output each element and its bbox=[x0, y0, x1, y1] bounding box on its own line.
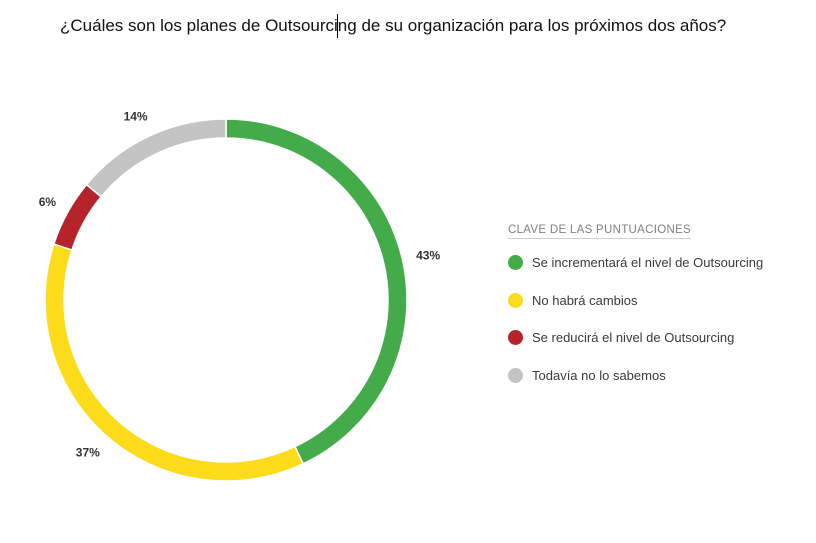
donut-slice-3 bbox=[85, 118, 227, 198]
donut-slice-0 bbox=[225, 118, 408, 465]
slice-label-2: 6% bbox=[39, 195, 57, 209]
legend-item-1: No habrá cambios bbox=[508, 291, 763, 310]
legend-label-0: Se incrementará el nivel de Outsourcing bbox=[532, 255, 764, 270]
legend-item-0: Se incrementará el nivel de Outsourcing bbox=[508, 253, 763, 272]
donut-slice-2 bbox=[52, 183, 103, 251]
legend: CLAVE DE LAS PUNTUACIONES Se incrementar… bbox=[508, 220, 763, 403]
legend-item-2: Se reducirá el nivel de Outsourcing bbox=[508, 328, 763, 347]
legend-swatch-0 bbox=[508, 255, 523, 270]
legend-swatch-1 bbox=[508, 292, 523, 308]
chart-question-title: ¿Cuáles son los planes de Outsourcing de… bbox=[60, 16, 727, 35]
slice-label-3: 14% bbox=[124, 109, 148, 123]
slice-label-1: 37% bbox=[76, 445, 100, 459]
legend-swatch-3 bbox=[508, 367, 523, 383]
legend-label-3: Todavía no lo sabemos bbox=[532, 367, 666, 383]
legend-label-2: Se reducirá el nivel de Outsourcing bbox=[532, 330, 735, 345]
legend-title: CLAVE DE LAS PUNTUACIONES bbox=[508, 224, 692, 239]
legend-item-3: Todavía no lo sabemos bbox=[508, 366, 763, 385]
legend-label-1: No habrá cambios bbox=[532, 292, 638, 308]
slice-label-0: 43% bbox=[416, 249, 440, 263]
legend-swatch-2 bbox=[508, 330, 523, 345]
text-cursor bbox=[337, 14, 338, 38]
